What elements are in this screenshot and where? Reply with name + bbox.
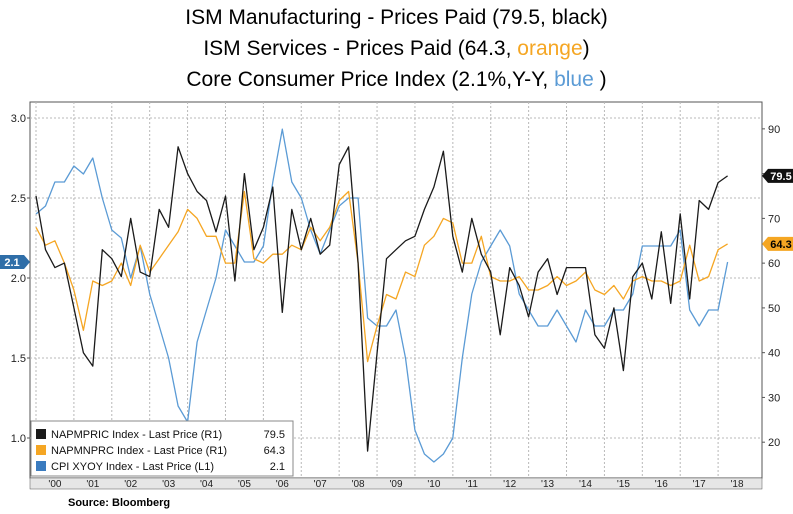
x-axis-tick-label: '17 <box>693 479 706 490</box>
title-line-3: Core Consumer Price Index (2.1%,Y-Y, blu… <box>0 64 793 95</box>
right-axis-tick-label: 60 <box>768 258 780 270</box>
legend-label: NAPMPRIC Index - Last Price (R1) <box>51 429 222 441</box>
tag-label: 79.5 <box>770 171 791 183</box>
x-axis-tick-label: '06 <box>276 479 289 490</box>
legend-label: CPI XYOY Index - Last Price (L1) <box>51 461 214 473</box>
last-value-tag-orange: 64.3 <box>762 236 793 251</box>
title-blue-word: blue <box>554 68 594 91</box>
last-value-tag-black: 79.5 <box>762 168 793 183</box>
left-axis-tick-label: 3.0 <box>11 113 26 125</box>
x-axis-tick-label: '00 <box>48 479 61 490</box>
right-axis-tick-label: 70 <box>768 213 780 225</box>
x-axis-tick-label: '01 <box>86 479 99 490</box>
x-axis-tick-label: '10 <box>427 479 440 490</box>
left-axis-tick-label: 1.0 <box>11 433 26 445</box>
legend-value: 2.1 <box>270 461 285 473</box>
title-line-2-text: ISM Services - Prices Paid (64.3, <box>203 37 518 60</box>
x-axis-tick-label: '12 <box>503 479 516 490</box>
x-axis-tick-label: '16 <box>655 479 668 490</box>
title-line-1: ISM Manufacturing - Prices Paid (79.5, b… <box>185 6 608 29</box>
legend-swatch-black <box>36 429 46 439</box>
x-axis-tick-label: '07 <box>314 479 327 490</box>
tag-label: 2.1 <box>4 257 19 269</box>
title-line-2: ISM Services - Prices Paid (64.3, orange… <box>0 33 793 64</box>
legend-value: 79.5 <box>264 429 285 441</box>
right-axis-tick-label: 50 <box>768 303 780 315</box>
x-axis-tick-label: '03 <box>162 479 175 490</box>
title-orange-word: orange <box>517 37 583 60</box>
x-axis-tick-label: '13 <box>541 479 554 490</box>
x-axis-tick-label: '15 <box>617 479 630 490</box>
tag-shape <box>762 236 793 251</box>
chart-title: ISM Manufacturing - Prices Paid (79.5, b… <box>0 2 793 95</box>
title-line-2-close: ) <box>582 37 590 60</box>
legend-box <box>30 420 294 477</box>
last-value-tag-blue: 2.1 <box>0 255 30 269</box>
left-axis-tick-label: 1.5 <box>11 353 26 365</box>
x-axis-tick-label: '04 <box>200 479 213 490</box>
series-line-black <box>35 146 728 452</box>
x-axis-band <box>29 477 763 490</box>
title-line-3-close: ) <box>593 68 607 91</box>
legend-swatch-orange <box>36 445 46 455</box>
legend-label: NAPMNPRC Index - Last Price (R1) <box>51 445 227 457</box>
x-axis-tick-label: '11 <box>466 479 479 490</box>
x-axis-tick-label: '09 <box>389 479 402 490</box>
right-axis-tick-label: 30 <box>768 392 780 404</box>
x-axis-tick-label: '05 <box>238 479 251 490</box>
x-axis-tick-label: '18 <box>731 479 744 490</box>
right-axis-tick-label: 90 <box>768 124 780 136</box>
x-axis-tick-label: '08 <box>352 479 365 490</box>
right-axis-tick-label: 40 <box>768 348 780 360</box>
title-line-3-text: Core Consumer Price Index (2.1%,Y-Y, <box>186 68 555 91</box>
x-axis-tick-label: '14 <box>579 479 592 490</box>
legend: NAPMPRIC Index - Last Price (R1) 79.5 NAPM… <box>30 420 294 477</box>
left-axis-tick-label: 2.5 <box>11 193 26 205</box>
tag-label: 64.3 <box>770 239 791 251</box>
tag-shape <box>762 168 793 183</box>
x-axis-tick-label: '02 <box>124 479 137 490</box>
legend-swatch-legend_blue <box>36 461 46 471</box>
source-note: Source: Bloomberg <box>68 497 171 509</box>
left-axis-tick-label: 2.0 <box>11 273 26 285</box>
tag-shape <box>0 255 30 269</box>
chart-plot: 1.01.52.02.53.02030405060708090'00'01'02… <box>0 101 793 490</box>
legend-value: 64.3 <box>264 445 285 457</box>
plot-frame <box>29 101 763 479</box>
right-axis-tick-label: 20 <box>768 437 780 449</box>
